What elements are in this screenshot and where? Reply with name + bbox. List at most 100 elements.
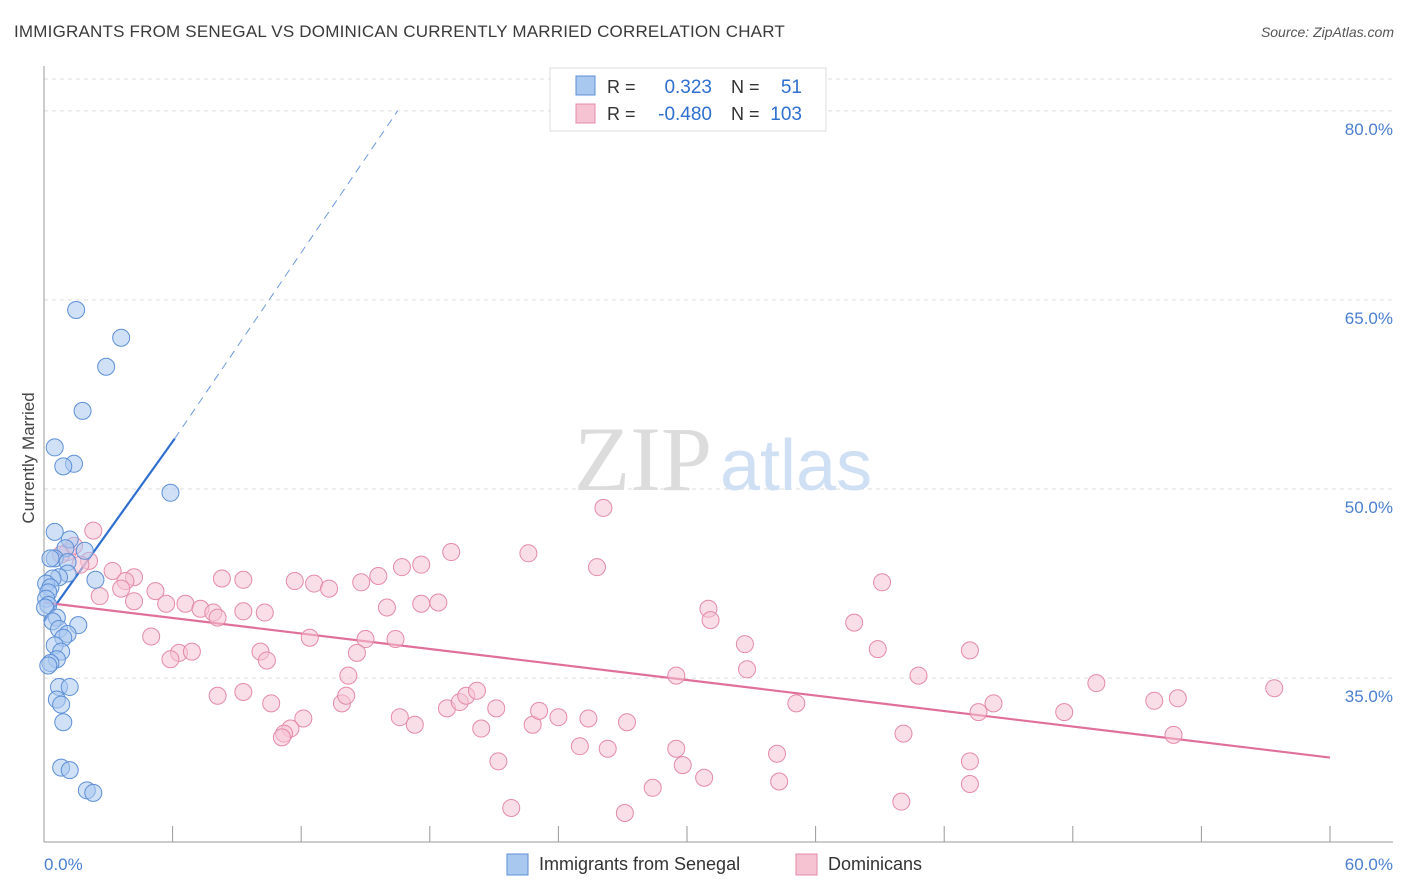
point-dominican [103, 561, 122, 580]
legend-r-value: -0.480 [658, 104, 712, 125]
point-dominican [587, 558, 606, 577]
point-senegal [52, 695, 71, 714]
watermark-atlas: atlas [720, 426, 872, 506]
point-dominican [667, 739, 686, 758]
point-senegal [60, 677, 79, 696]
point-dominican [738, 660, 757, 679]
point-senegal [45, 438, 64, 457]
point-dominican [300, 628, 319, 647]
point-dominican [161, 650, 180, 669]
point-dominican [352, 573, 371, 592]
point-dominican [1145, 691, 1164, 710]
y-tick-label: 65.0% [1345, 309, 1393, 328]
point-dominican [1055, 703, 1074, 722]
point-dominican [579, 709, 598, 728]
point-dominican [873, 573, 892, 592]
point-senegal [112, 328, 131, 347]
legend-swatch-dominican [575, 103, 596, 124]
point-dominican [960, 641, 979, 660]
point-dominican [868, 640, 887, 659]
axes-layer [43, 66, 1393, 843]
point-dominican [960, 752, 979, 771]
point-dominican [257, 651, 276, 670]
point-senegal [36, 598, 55, 617]
chart-title: IMMIGRANTS FROM SENEGAL VS DOMINICAN CUR… [14, 22, 785, 41]
point-dominican [84, 521, 103, 540]
point-dominican [768, 744, 787, 763]
correlation-legend: R = 0.323 N = 51 R = -0.480 N = 103 [549, 67, 827, 132]
point-dominican [208, 686, 227, 705]
y-tick-label: 80.0% [1345, 120, 1393, 139]
point-senegal [39, 656, 58, 675]
y-axis-label: Currently Married [19, 392, 38, 523]
point-dominican [405, 715, 424, 734]
point-dominican [142, 627, 161, 646]
point-dominican [377, 598, 396, 617]
legend-box-frame [549, 67, 827, 132]
point-dominican [234, 602, 253, 621]
point-dominican [294, 709, 313, 728]
point-dominican [212, 569, 231, 588]
point-senegal [161, 483, 180, 502]
y-tick-label: 50.0% [1345, 498, 1393, 517]
point-dominican [673, 756, 692, 775]
trendline-senegal-extension [174, 110, 399, 439]
point-senegal [75, 541, 94, 560]
point-dominican [262, 694, 281, 713]
point-dominican [695, 768, 714, 787]
point-dominican [467, 681, 486, 700]
point-dominican [1087, 674, 1106, 693]
point-dominican [960, 775, 979, 794]
point-senegal [54, 457, 73, 476]
point-dominican [412, 594, 431, 613]
x-tick-label-max: 60.0% [1345, 855, 1393, 874]
trend-layer [43, 110, 1331, 759]
point-dominican [909, 666, 928, 685]
point-dominican [615, 804, 634, 823]
point-dominican [442, 543, 461, 562]
point-dominican [234, 682, 253, 701]
point-dominican [892, 792, 911, 811]
point-dominican [182, 642, 201, 661]
point-dominican [176, 594, 195, 613]
point-dominican [701, 611, 720, 630]
point-dominican [519, 544, 538, 563]
point-senegal [60, 761, 79, 780]
point-senegal [41, 549, 60, 568]
legend-item-dominican-swatch [795, 853, 818, 876]
point-dominican [735, 635, 754, 654]
legend-n-value: 103 [770, 104, 802, 125]
point-dominican [894, 724, 913, 743]
legend-r-label: R = [607, 77, 636, 97]
point-dominican [285, 572, 304, 591]
point-dominican [549, 708, 568, 727]
point-senegal [45, 522, 64, 541]
point-dominican [392, 558, 411, 577]
point-dominican [390, 708, 409, 727]
point-dominican [369, 567, 388, 586]
point-dominican [146, 582, 165, 601]
chart-source: Source: ZipAtlas.com [1260, 24, 1394, 40]
point-dominican [594, 498, 613, 517]
point-dominican [429, 593, 448, 612]
point-dominican [337, 686, 356, 705]
point-senegal [86, 570, 105, 589]
point-dominican [489, 752, 508, 771]
y-tick-label: 35.0% [1345, 687, 1393, 706]
point-senegal [67, 301, 86, 320]
y-tick-labels: 35.0% 50.0% 65.0% 80.0% [1345, 120, 1393, 706]
point-senegal [97, 357, 116, 376]
legend-item-senegal-swatch [506, 853, 529, 876]
legend-item-dominican-label: Dominicans [828, 854, 922, 874]
legend-n-value: 51 [781, 77, 802, 98]
point-dominican [1265, 679, 1284, 698]
point-dominican [530, 701, 549, 720]
point-dominican [386, 630, 405, 649]
watermark-zip: ZIP [574, 408, 712, 510]
x-tick-label-min: 0.0% [44, 855, 83, 874]
legend-item-senegal-label: Immigrants from Senegal [539, 854, 740, 874]
point-dominican [984, 694, 1003, 713]
point-dominican [339, 666, 358, 685]
legend-n-label: N = [731, 77, 760, 97]
